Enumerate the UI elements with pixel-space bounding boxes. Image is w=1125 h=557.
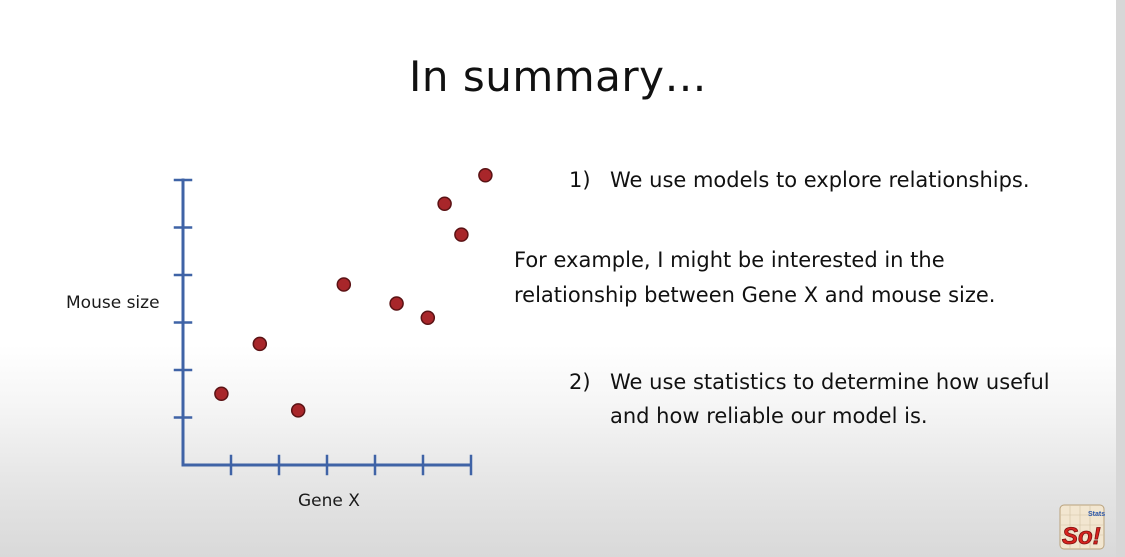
scatter-point bbox=[437, 196, 452, 211]
point-1-number: 1) bbox=[569, 168, 591, 192]
chart-points bbox=[214, 168, 493, 418]
y-axis-label: Mouse size bbox=[66, 293, 160, 313]
x-axis-label: Gene X bbox=[298, 491, 360, 511]
scatter-point bbox=[478, 168, 493, 183]
point-2-line-2: and how reliable our model is. bbox=[610, 404, 928, 428]
point-2-text: We use statistics to determine how usefu… bbox=[610, 365, 1050, 433]
logo-text: So! bbox=[1062, 523, 1101, 550]
example-line-2: relationship between Gene X and mouse si… bbox=[514, 283, 996, 307]
point-1-text: We use models to explore relationships. bbox=[610, 168, 1030, 192]
scatter-point bbox=[214, 386, 229, 401]
scatter-point bbox=[252, 336, 268, 352]
example-text: For example, I might be interested in th… bbox=[514, 243, 1074, 313]
right-edge-bar bbox=[1116, 0, 1125, 557]
example-line-1: For example, I might be interested in th… bbox=[514, 248, 945, 272]
point-2-number: 2) bbox=[569, 370, 591, 394]
scatter-point bbox=[336, 277, 352, 292]
scatter-point bbox=[420, 310, 436, 325]
statquest-logo-icon: Stats So! bbox=[1059, 504, 1105, 550]
scatter-point bbox=[389, 296, 404, 311]
point-2-line-1: We use statistics to determine how usefu… bbox=[610, 370, 1050, 394]
logo-small-text: Stats bbox=[1088, 511, 1105, 518]
scatter-point bbox=[454, 227, 469, 242]
scatter-point bbox=[290, 403, 306, 418]
chart-axes bbox=[173, 178, 473, 476]
slide-title: In summary… bbox=[408, 52, 708, 101]
